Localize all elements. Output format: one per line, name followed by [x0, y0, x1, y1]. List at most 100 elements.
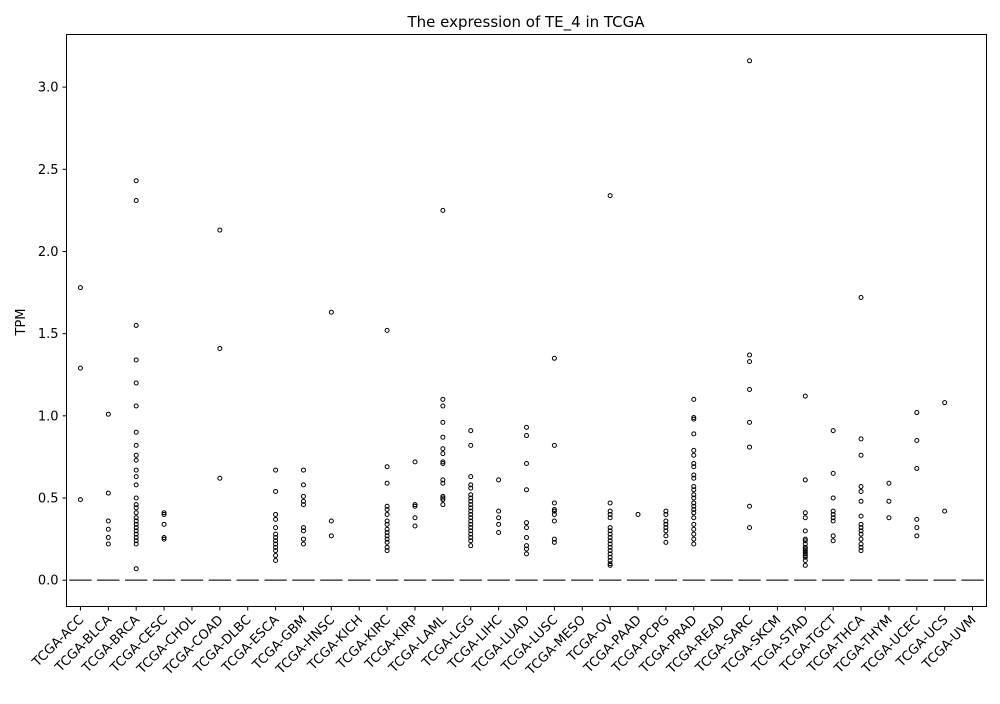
- outlier-point: [273, 557, 279, 563]
- outlier-point: [273, 511, 279, 517]
- outlier-point: [468, 474, 474, 480]
- outlier-point: [914, 525, 920, 531]
- y-tick-label: 1.0: [38, 409, 59, 424]
- outlier-point: [384, 533, 390, 539]
- outlier-point: [691, 416, 697, 422]
- outlier-point: [802, 541, 808, 547]
- outlier-point: [468, 482, 474, 488]
- outlier-point: [886, 480, 892, 486]
- outlier-point: [691, 431, 697, 437]
- x-axis: TCGA-ACCTCGA-BLCATCGA-BRCATCGA-CESCTCGA-…: [29, 606, 979, 679]
- outlier-point: [635, 511, 641, 517]
- outlier-point: [440, 451, 446, 457]
- outlier-point: [496, 530, 502, 536]
- outlier-point: [412, 503, 418, 509]
- outlier-point: [607, 528, 613, 534]
- outlier-point: [468, 538, 474, 544]
- outlier-point: [802, 554, 808, 560]
- outlier-point: [161, 534, 167, 540]
- outlier-point: [858, 498, 864, 504]
- outlier-point: [133, 505, 139, 511]
- outlier-point: [384, 327, 390, 333]
- outlier-point: [384, 539, 390, 545]
- outlier-point: [133, 495, 139, 501]
- outlier-point: [440, 497, 446, 503]
- outlier-point: [440, 396, 446, 402]
- outlier-point: [691, 447, 697, 453]
- outlier-point: [691, 526, 697, 532]
- outlier-point: [802, 538, 808, 544]
- outlier-point: [133, 525, 139, 531]
- outlier-point: [412, 515, 418, 521]
- outlier-point: [802, 549, 808, 555]
- outlier-point: [858, 525, 864, 531]
- outlier-point: [273, 548, 279, 554]
- outlier-point: [830, 518, 836, 524]
- outlier-point: [133, 198, 139, 204]
- outlier-point: [802, 510, 808, 516]
- outlier-point: [747, 419, 753, 425]
- outlier-point: [886, 498, 892, 504]
- outlier-point: [468, 534, 474, 540]
- outlier-point: [133, 474, 139, 480]
- outlier-point: [914, 516, 920, 522]
- outlier-point: [802, 546, 808, 552]
- outlier-point: [440, 480, 446, 486]
- outlier-point: [384, 507, 390, 513]
- outlier-point: [607, 548, 613, 554]
- y-axis-label: TPM: [14, 309, 29, 337]
- outlier-point: [524, 543, 529, 549]
- outlier-point: [468, 515, 474, 521]
- outlier-point: [440, 477, 446, 483]
- outlier-point: [468, 498, 474, 504]
- outlier-point: [133, 380, 139, 386]
- outlier-point: [273, 541, 279, 547]
- outlier-point: [300, 493, 306, 499]
- outlier-point: [691, 507, 697, 513]
- outlier-point: [830, 511, 836, 517]
- outlier-point: [914, 533, 920, 539]
- outlier-point: [468, 442, 474, 448]
- outlier-point: [133, 502, 139, 508]
- outlier-point: [384, 530, 390, 536]
- y-tick-label: 0.0: [38, 574, 59, 589]
- outlier-point: [607, 538, 613, 544]
- outlier-point: [133, 178, 139, 184]
- outlier-point: [858, 436, 864, 442]
- outlier-point: [496, 515, 502, 521]
- chart-title: The expression of TE_4 in TCGA: [406, 13, 645, 32]
- outlier-point: [77, 365, 83, 371]
- outlier-point: [802, 528, 808, 534]
- outlier-point: [468, 525, 474, 531]
- outlier-point: [77, 285, 83, 291]
- outlier-point: [273, 538, 279, 544]
- outlier-point: [691, 492, 697, 498]
- outlier-point: [914, 437, 920, 443]
- outlier-point: [747, 58, 753, 64]
- outlier-point: [384, 464, 390, 470]
- outlier-point: [496, 521, 502, 527]
- outlier-point: [468, 495, 474, 501]
- outlier-point: [440, 493, 446, 499]
- outlier-point: [691, 414, 697, 420]
- outlier-point: [691, 484, 697, 490]
- outlier-point: [551, 442, 557, 448]
- outlier-point: [468, 511, 474, 517]
- outlier-point: [440, 434, 446, 440]
- outlier-point: [551, 508, 557, 514]
- outlier-point: [468, 505, 474, 511]
- outlier-point: [858, 531, 864, 537]
- outlier-point: [691, 464, 697, 470]
- outlier-point: [914, 410, 920, 416]
- outlier-point: [886, 515, 892, 521]
- outlier-point: [273, 467, 279, 473]
- outlier-point: [830, 470, 836, 476]
- outlier-point: [802, 544, 808, 550]
- outlier-point: [551, 507, 557, 513]
- outlier-point: [691, 510, 697, 516]
- outlier-point: [607, 541, 613, 547]
- outlier-point: [468, 492, 474, 498]
- outlier-point: [858, 548, 864, 554]
